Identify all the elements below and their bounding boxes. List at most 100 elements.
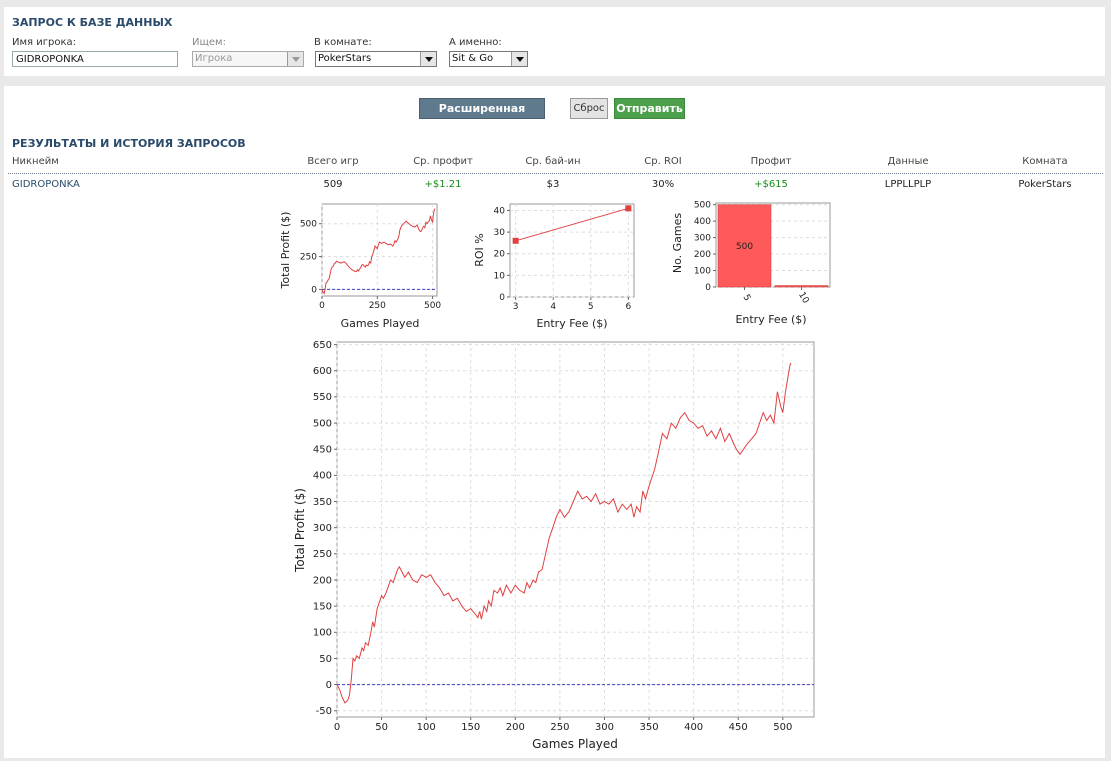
row-room: PokerStars (1018, 179, 1072, 190)
row-avg-profit: +$1.21 (424, 179, 462, 190)
col-room: Комната (1022, 156, 1068, 167)
chevron-down-icon (420, 52, 436, 66)
y-tick-label: 150 (313, 601, 332, 612)
room-select[interactable]: PokerStars (315, 51, 437, 67)
game-label: А именно: (449, 37, 502, 48)
x-tick-label: 4 (550, 302, 556, 312)
y-tick-label: 250 (300, 253, 317, 263)
y-tick-label: 500 (694, 201, 711, 211)
y-tick-label: 450 (313, 445, 332, 456)
y-axis-label: Total Profit ($) (279, 212, 292, 290)
chart-roi: 3 4 5 6 0 10 20 30 40 Entry Fee ($) ROI % (473, 203, 635, 330)
room-label: В комнате: (314, 37, 372, 48)
col-nickname: Никнейм (12, 156, 59, 167)
query-panel: ЗАПРОС К БАЗЕ ДАННЫХ Имя игрока: Ищем: И… (4, 7, 1105, 76)
x-tick-label: 300 (595, 722, 614, 733)
x-axis-label: Entry Fee ($) (536, 317, 607, 330)
y-tick-label: 0 (705, 283, 711, 293)
y-tick-label: 200 (694, 250, 711, 260)
x-tick-label: 0 (334, 722, 340, 733)
y-tick-label: 40 (494, 206, 506, 216)
reset-button[interactable]: Сброс (570, 98, 608, 119)
row-profit: +$615 (754, 179, 788, 190)
col-avg-buyin: Ср. бай-ин (525, 156, 581, 167)
x-tick-label: 150 (461, 722, 480, 733)
x-tick-label: 250 (550, 722, 569, 733)
y-tick-label: 500 (300, 220, 317, 230)
x-tick-label: 450 (729, 722, 748, 733)
chart-games-bar: 0 100 200 300 400 500 5 500 10 Entry Fee ($) No. G… (671, 201, 831, 326)
x-tick-label: 500 (773, 722, 792, 733)
x-tick-label: 350 (640, 722, 659, 733)
game-type-value: Sit & Go (452, 53, 494, 64)
send-button[interactable]: Отправить (614, 98, 685, 119)
row-avg-roi: 30% (651, 179, 675, 190)
y-tick-label: 600 (313, 366, 332, 377)
y-tick-label: 0 (326, 680, 332, 691)
chart-small-profit: 0 250 500 0 250 500 Games Played Total Profit (… (279, 203, 441, 330)
series-line (515, 207, 629, 242)
search-type-select[interactable]: Игрока (192, 51, 304, 67)
x-axis-label: Games Played (532, 737, 618, 751)
y-tick-label: 50 (319, 654, 332, 665)
col-profit: Профит (750, 156, 792, 167)
search-label: Ищем: (192, 37, 226, 48)
x-tick-label: 400 (684, 722, 703, 733)
bar-5 (717, 204, 772, 288)
y-axis-label: No. Games (671, 213, 684, 274)
plot-area (321, 203, 438, 297)
chart-large-profit: 0 50 100 150 200 250 300 350 400 450 500-500501001… (293, 340, 815, 751)
y-tick-label: -50 (316, 706, 332, 717)
room-value: PokerStars (318, 53, 372, 64)
data-point (512, 237, 519, 244)
bar-10 (774, 285, 829, 288)
search-type-value: Игрока (195, 53, 233, 64)
chevron-down-icon (287, 52, 303, 66)
chevron-down-icon (511, 52, 527, 66)
data-point (625, 205, 632, 212)
y-tick-label: 0 (311, 285, 317, 295)
y-tick-label: 30 (494, 228, 506, 238)
col-avg-roi: Ср. ROI (644, 156, 682, 167)
x-tick-label: 250 (369, 301, 386, 311)
y-tick-label: 300 (694, 234, 711, 244)
x-tick-label: 100 (417, 722, 436, 733)
query-title: ЗАПРОС К БАЗЕ ДАННЫХ (12, 16, 173, 29)
x-tick-label: 3 (513, 302, 519, 312)
y-tick-label: 300 (313, 523, 332, 534)
row-data: LPPLLPLP (884, 179, 932, 190)
x-tick-label: 6 (625, 302, 631, 312)
y-tick-label: 100 (694, 267, 711, 277)
col-total-games: Всего игр (307, 156, 359, 167)
player-name-input[interactable] (12, 51, 178, 67)
x-tick-label: 50 (375, 722, 388, 733)
x-tick-label: 10 (796, 291, 811, 306)
y-tick-label: 10 (494, 271, 506, 281)
header-divider (8, 173, 1103, 174)
results-title: РЕЗУЛЬТАТЫ И ИСТОРИЯ ЗАПРОСОВ (12, 137, 246, 150)
x-tick-label: 200 (506, 722, 525, 733)
x-axis-label: Games Played (341, 317, 420, 330)
y-tick-label: 20 (494, 250, 506, 260)
plot-area (336, 341, 815, 718)
y-tick-label: 100 (313, 628, 332, 639)
x-tick-label: 500 (424, 301, 441, 311)
y-tick-label: 350 (313, 497, 332, 508)
plot-area (509, 203, 635, 298)
game-type-select[interactable]: Sit & Go (449, 51, 528, 67)
series-line (336, 362, 792, 704)
y-tick-label: 400 (313, 471, 332, 482)
y-tick-label: 250 (313, 549, 332, 560)
x-tick-label: 5 (740, 293, 752, 303)
row-total-games: 509 (323, 179, 343, 190)
advanced-form-button[interactable]: Расширенная форма (419, 98, 545, 134)
col-avg-profit: Ср. профит (413, 156, 473, 167)
col-data: Данные (887, 156, 929, 167)
y-axis-label: Total Profit ($) (293, 488, 307, 573)
row-avg-buyin: $3 (546, 179, 560, 190)
y-tick-label: 400 (694, 217, 711, 227)
row-nickname-link[interactable]: GIDROPONKA (12, 179, 80, 190)
x-tick-label: 0 (319, 301, 325, 311)
player-label: Имя игрока: (12, 37, 76, 48)
y-tick-label: 500 (313, 418, 332, 429)
